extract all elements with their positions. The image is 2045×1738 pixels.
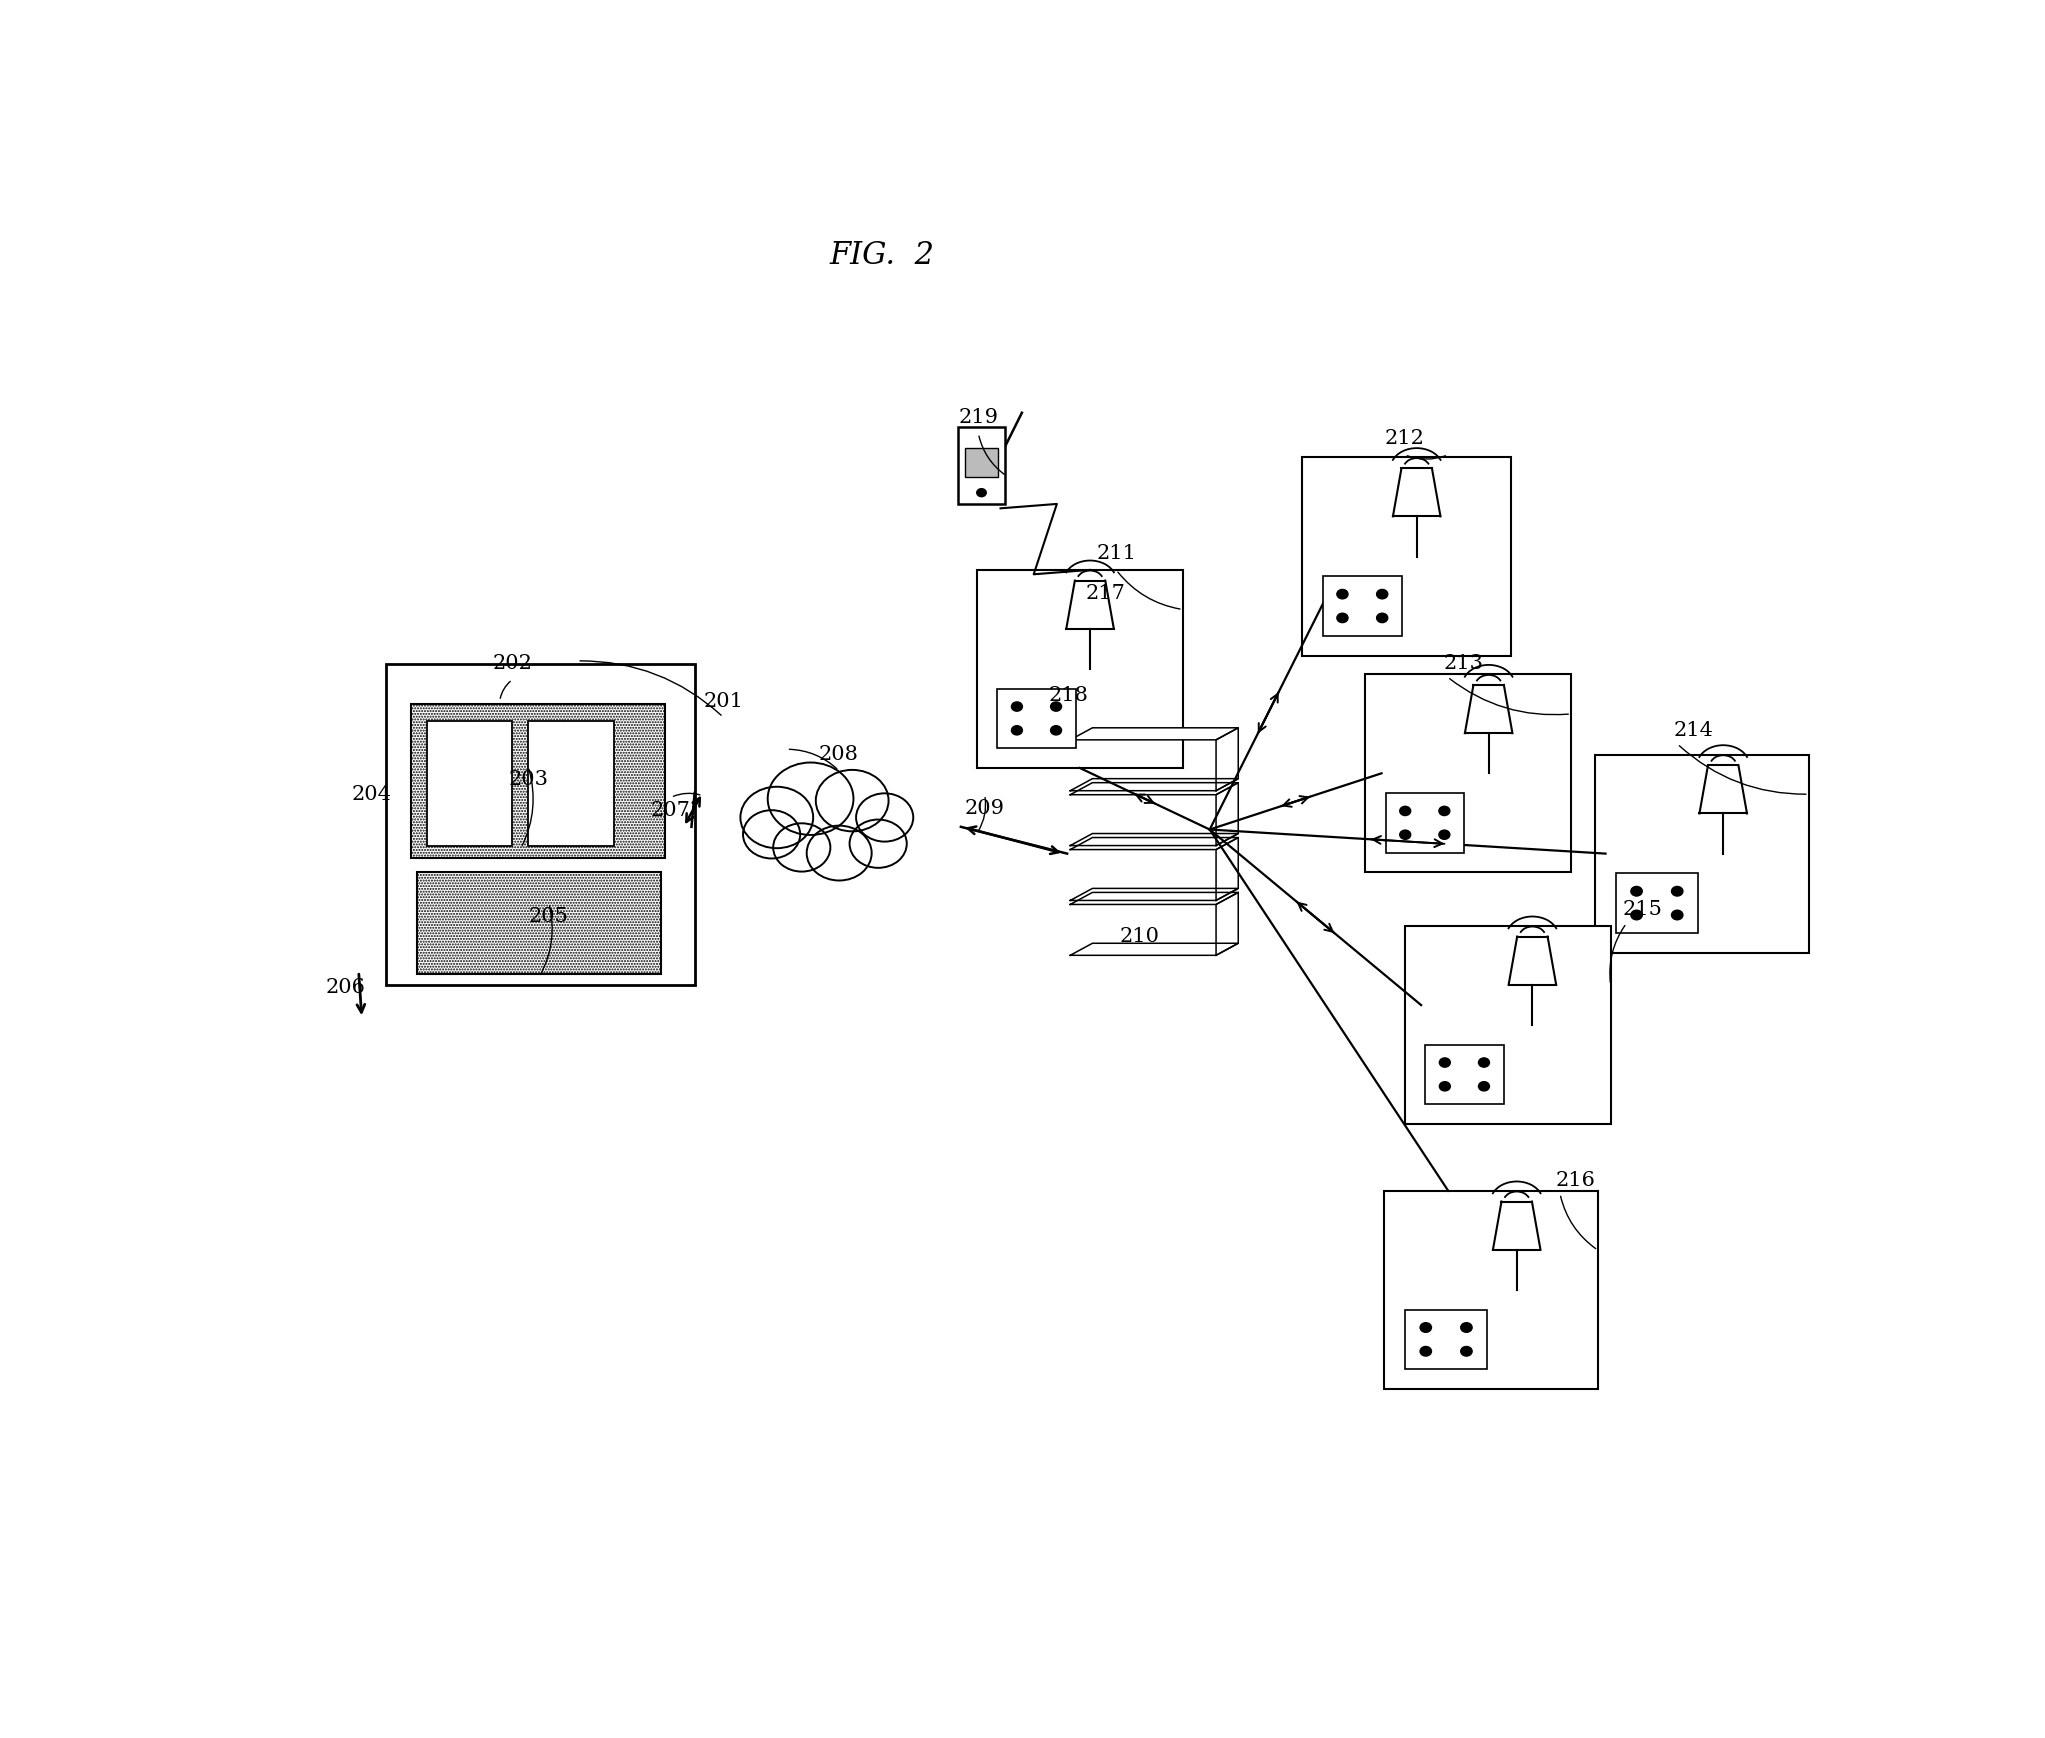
Bar xyxy=(957,428,1006,504)
Circle shape xyxy=(1440,831,1450,839)
Circle shape xyxy=(773,824,830,871)
Text: FIG.  2: FIG. 2 xyxy=(828,240,935,271)
Circle shape xyxy=(1630,886,1642,897)
Circle shape xyxy=(1419,1323,1431,1333)
Circle shape xyxy=(1376,589,1389,600)
Bar xyxy=(1405,1310,1487,1370)
Bar xyxy=(1303,457,1511,655)
Bar xyxy=(417,872,661,973)
Bar xyxy=(1405,926,1611,1124)
Bar xyxy=(1387,793,1464,853)
Circle shape xyxy=(1051,702,1061,711)
Text: 214: 214 xyxy=(1673,721,1714,740)
Circle shape xyxy=(978,488,986,497)
Text: 211: 211 xyxy=(1096,544,1137,563)
Text: 213: 213 xyxy=(1444,653,1483,673)
Polygon shape xyxy=(1070,838,1237,850)
Polygon shape xyxy=(1217,838,1237,900)
Circle shape xyxy=(1376,614,1389,622)
Polygon shape xyxy=(1070,834,1237,846)
Text: 215: 215 xyxy=(1622,900,1663,919)
Polygon shape xyxy=(1070,728,1237,740)
Text: 212: 212 xyxy=(1384,429,1425,448)
Circle shape xyxy=(1012,726,1022,735)
Circle shape xyxy=(1337,589,1348,600)
Bar xyxy=(998,688,1076,747)
Circle shape xyxy=(857,793,914,841)
Circle shape xyxy=(1479,1058,1489,1067)
Polygon shape xyxy=(1217,892,1237,956)
Circle shape xyxy=(1671,886,1683,897)
Circle shape xyxy=(1399,831,1411,839)
Text: 207: 207 xyxy=(650,801,691,820)
Polygon shape xyxy=(1070,944,1237,956)
Text: 219: 219 xyxy=(959,408,998,428)
Text: 210: 210 xyxy=(1121,926,1160,945)
Circle shape xyxy=(740,787,814,848)
Bar xyxy=(1364,674,1571,872)
Polygon shape xyxy=(1070,892,1237,904)
Bar xyxy=(411,704,665,857)
Text: 202: 202 xyxy=(493,653,532,673)
Circle shape xyxy=(1419,1347,1431,1356)
Circle shape xyxy=(742,810,800,859)
Text: 217: 217 xyxy=(1086,584,1125,603)
Text: 205: 205 xyxy=(530,907,569,926)
Bar xyxy=(1323,577,1403,636)
Circle shape xyxy=(1671,911,1683,919)
Polygon shape xyxy=(1217,728,1237,791)
Bar xyxy=(965,448,998,478)
Bar xyxy=(1595,754,1808,952)
Text: 204: 204 xyxy=(352,786,391,805)
Bar xyxy=(387,664,695,985)
Bar xyxy=(1616,874,1697,933)
Circle shape xyxy=(767,763,853,834)
Polygon shape xyxy=(1217,782,1237,846)
Text: 203: 203 xyxy=(509,770,548,789)
Circle shape xyxy=(1440,1058,1450,1067)
Text: 216: 216 xyxy=(1556,1171,1595,1189)
Circle shape xyxy=(1440,806,1450,815)
Circle shape xyxy=(849,820,906,867)
Polygon shape xyxy=(1070,779,1237,791)
Circle shape xyxy=(1460,1323,1472,1333)
Circle shape xyxy=(1012,702,1022,711)
Bar xyxy=(1425,1045,1503,1104)
Circle shape xyxy=(1337,614,1348,622)
Text: 209: 209 xyxy=(965,798,1004,817)
Bar xyxy=(528,721,614,846)
Bar xyxy=(427,721,513,846)
Bar xyxy=(1384,1191,1597,1389)
Circle shape xyxy=(1051,726,1061,735)
Text: 208: 208 xyxy=(818,746,859,765)
Circle shape xyxy=(1460,1347,1472,1356)
Circle shape xyxy=(816,770,890,831)
Bar xyxy=(978,570,1182,768)
Text: 218: 218 xyxy=(1049,687,1088,706)
Circle shape xyxy=(1479,1081,1489,1091)
Text: 206: 206 xyxy=(325,978,366,998)
Text: 201: 201 xyxy=(703,692,742,711)
Circle shape xyxy=(1440,1081,1450,1091)
Polygon shape xyxy=(1070,782,1237,794)
Circle shape xyxy=(1630,911,1642,919)
Polygon shape xyxy=(1070,888,1237,900)
Circle shape xyxy=(806,826,871,881)
Circle shape xyxy=(1399,806,1411,815)
